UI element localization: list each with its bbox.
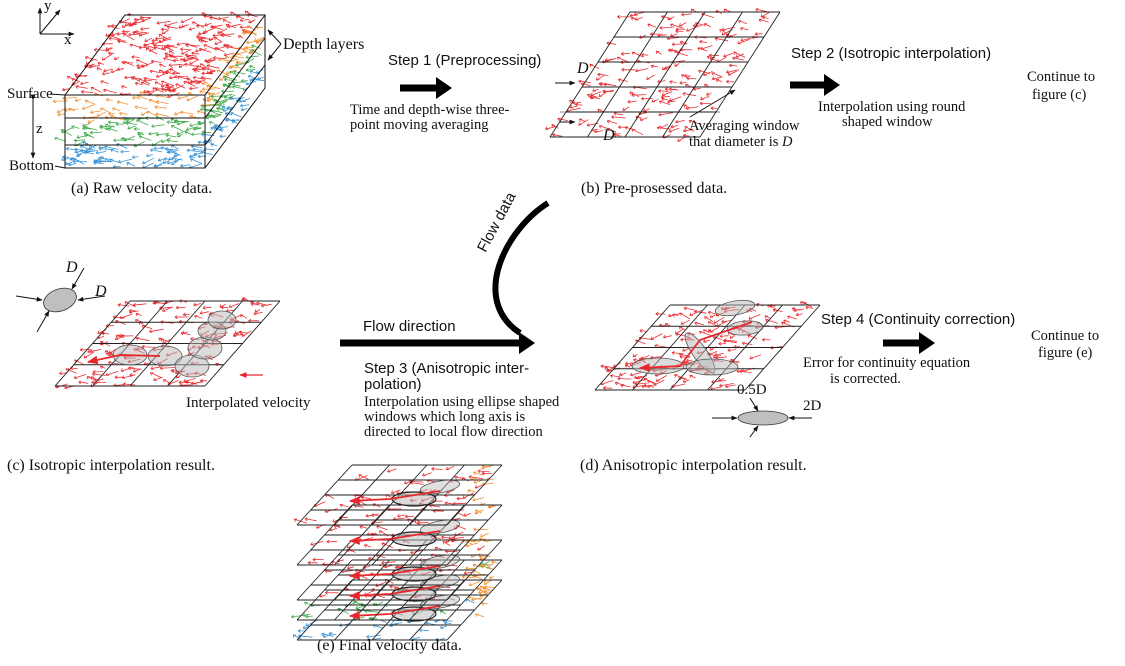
flow-path-e [348,530,441,545]
block-a-layer-line [65,37,266,119]
caption-c: (c) Isotropic interpolation result. [7,457,215,474]
step1-arrow-head [436,77,452,99]
legend-round-window [43,287,77,313]
depth-pointer-1 [267,29,282,45]
step1-desc-line1: Time and depth-wise three- [350,102,510,118]
field-a-green-side-strokes [54,116,204,148]
step3-title-line2: polation) [364,376,422,393]
averaging-window-line1: Averaging window [689,118,800,134]
grid-b-line [662,11,743,138]
step2-continue-line2: figure (c) [1032,87,1087,103]
panel-c-d-top: D [66,259,78,276]
panel-b-d-bottom: D [603,127,615,144]
step2-title: Step 2 (Isotropic interpolation) [791,45,992,62]
ellipse-window-e [419,519,461,535]
flow-path-e [348,605,441,620]
step3-desc-line2: windows which long axis is [364,409,526,425]
axis-y-diag-arrow [39,9,61,35]
caption-a: (a) Raw velocity data. [71,180,213,197]
axis-y-label: y [44,0,52,14]
step3-desc-line1: Interpolation using ellipse shaped [364,394,560,410]
ellipse-window-e [419,479,461,495]
field-d [600,301,814,391]
legend-d-bottom-arrow [36,310,50,333]
flow-path-e [348,490,441,505]
field-a-blue-right [192,69,265,159]
axis-z-label: z [36,121,43,137]
legend-half-d-top-arrow [749,397,759,412]
flow-path-e [348,585,441,600]
field-d-strokes [600,301,814,391]
bottom-tick [54,165,66,169]
flow-path-d [638,321,753,372]
depth-layers-label: Depth layers [283,36,365,53]
step2-desc-line2: shaped window [842,114,933,130]
legend-half-d-bottom-arrow [749,425,759,438]
step4-desc-line1: Error for continuity equation [803,355,971,371]
flow-direction-arrow-head [519,332,535,354]
caption-b: (b) Pre-prosessed data. [581,180,728,197]
axis-x-label: x [64,32,72,48]
step2-desc-line1: Interpolation using round [818,99,966,115]
step3-title-line1: Step 3 (Anisotropic inter- [364,360,530,377]
step2-continue-line1: Continue to [1027,69,1096,85]
block-a-top [64,14,266,96]
averaging-window-pointer [689,89,736,118]
caption-d: (d) Anisotropic interpolation result. [580,457,807,474]
ellipse-window-d [726,320,764,336]
legend-d-left-arrow [15,295,43,302]
step3-desc-line3: directed to local flow direction [364,424,543,440]
step4-desc-line2: is corrected. [830,371,901,387]
flow-data-curve [492,200,550,336]
step4-continue-line1: Continue to [1031,328,1100,344]
interpolated-velocity-label: Interpolated velocity [186,395,311,411]
block-a-layer-line [65,64,266,146]
panel-b-d-top: D [577,60,589,77]
legend-d-right-arrow [77,295,106,302]
block-a-outline [64,14,266,169]
step4-continue-line2: figure (e) [1038,345,1093,361]
surface-label: Surface [7,86,53,102]
flow-path-e [348,565,441,580]
legend-ellipse-window [737,410,789,426]
round-window-c [187,336,223,360]
grid-b-line [624,11,706,138]
field-a-surface-strokes [61,10,258,98]
field-b-strokes [544,8,770,142]
step1-desc-line2: point moving averaging [350,117,489,133]
surface-tick [49,93,66,96]
flow-direction-label: Flow direction [363,318,456,335]
bottom-label: Bottom [9,158,55,174]
field-b [544,8,770,142]
field-a-green-right [198,44,262,135]
caption-e: (e) Final velocity data. [317,637,462,654]
ellipse-window-d [685,358,739,376]
field-a-green-side [54,116,204,148]
legend-d-top-arrow [71,267,85,290]
grid-b-line [549,11,631,138]
depth-pointer-2 [267,43,282,61]
step4-arrow-head [919,332,935,354]
field-a-green-right-strokes [198,44,262,135]
block-a-front [64,95,206,169]
step4-title: Step 4 (Continuity correction) [821,311,1016,328]
grid-b-line [587,11,668,138]
grid-b-line [699,11,781,138]
round-window-c [207,310,237,330]
step1-title: Step 1 (Preprocessing) [388,52,542,69]
two-d-label: 2D [803,398,822,414]
grid-c [54,300,281,387]
half-d-label: 0.5D [737,382,767,398]
ellipse-window-d [714,299,756,317]
panel-c-d-right: D [95,283,107,300]
averaging-window-line2: that diameter is D [689,134,793,150]
field-a-surface [61,10,258,98]
field-a-blue-right-strokes [192,69,265,159]
step2-arrow-head [824,74,840,96]
interp-velocity-path-c [86,354,161,365]
grid-d [594,304,821,391]
